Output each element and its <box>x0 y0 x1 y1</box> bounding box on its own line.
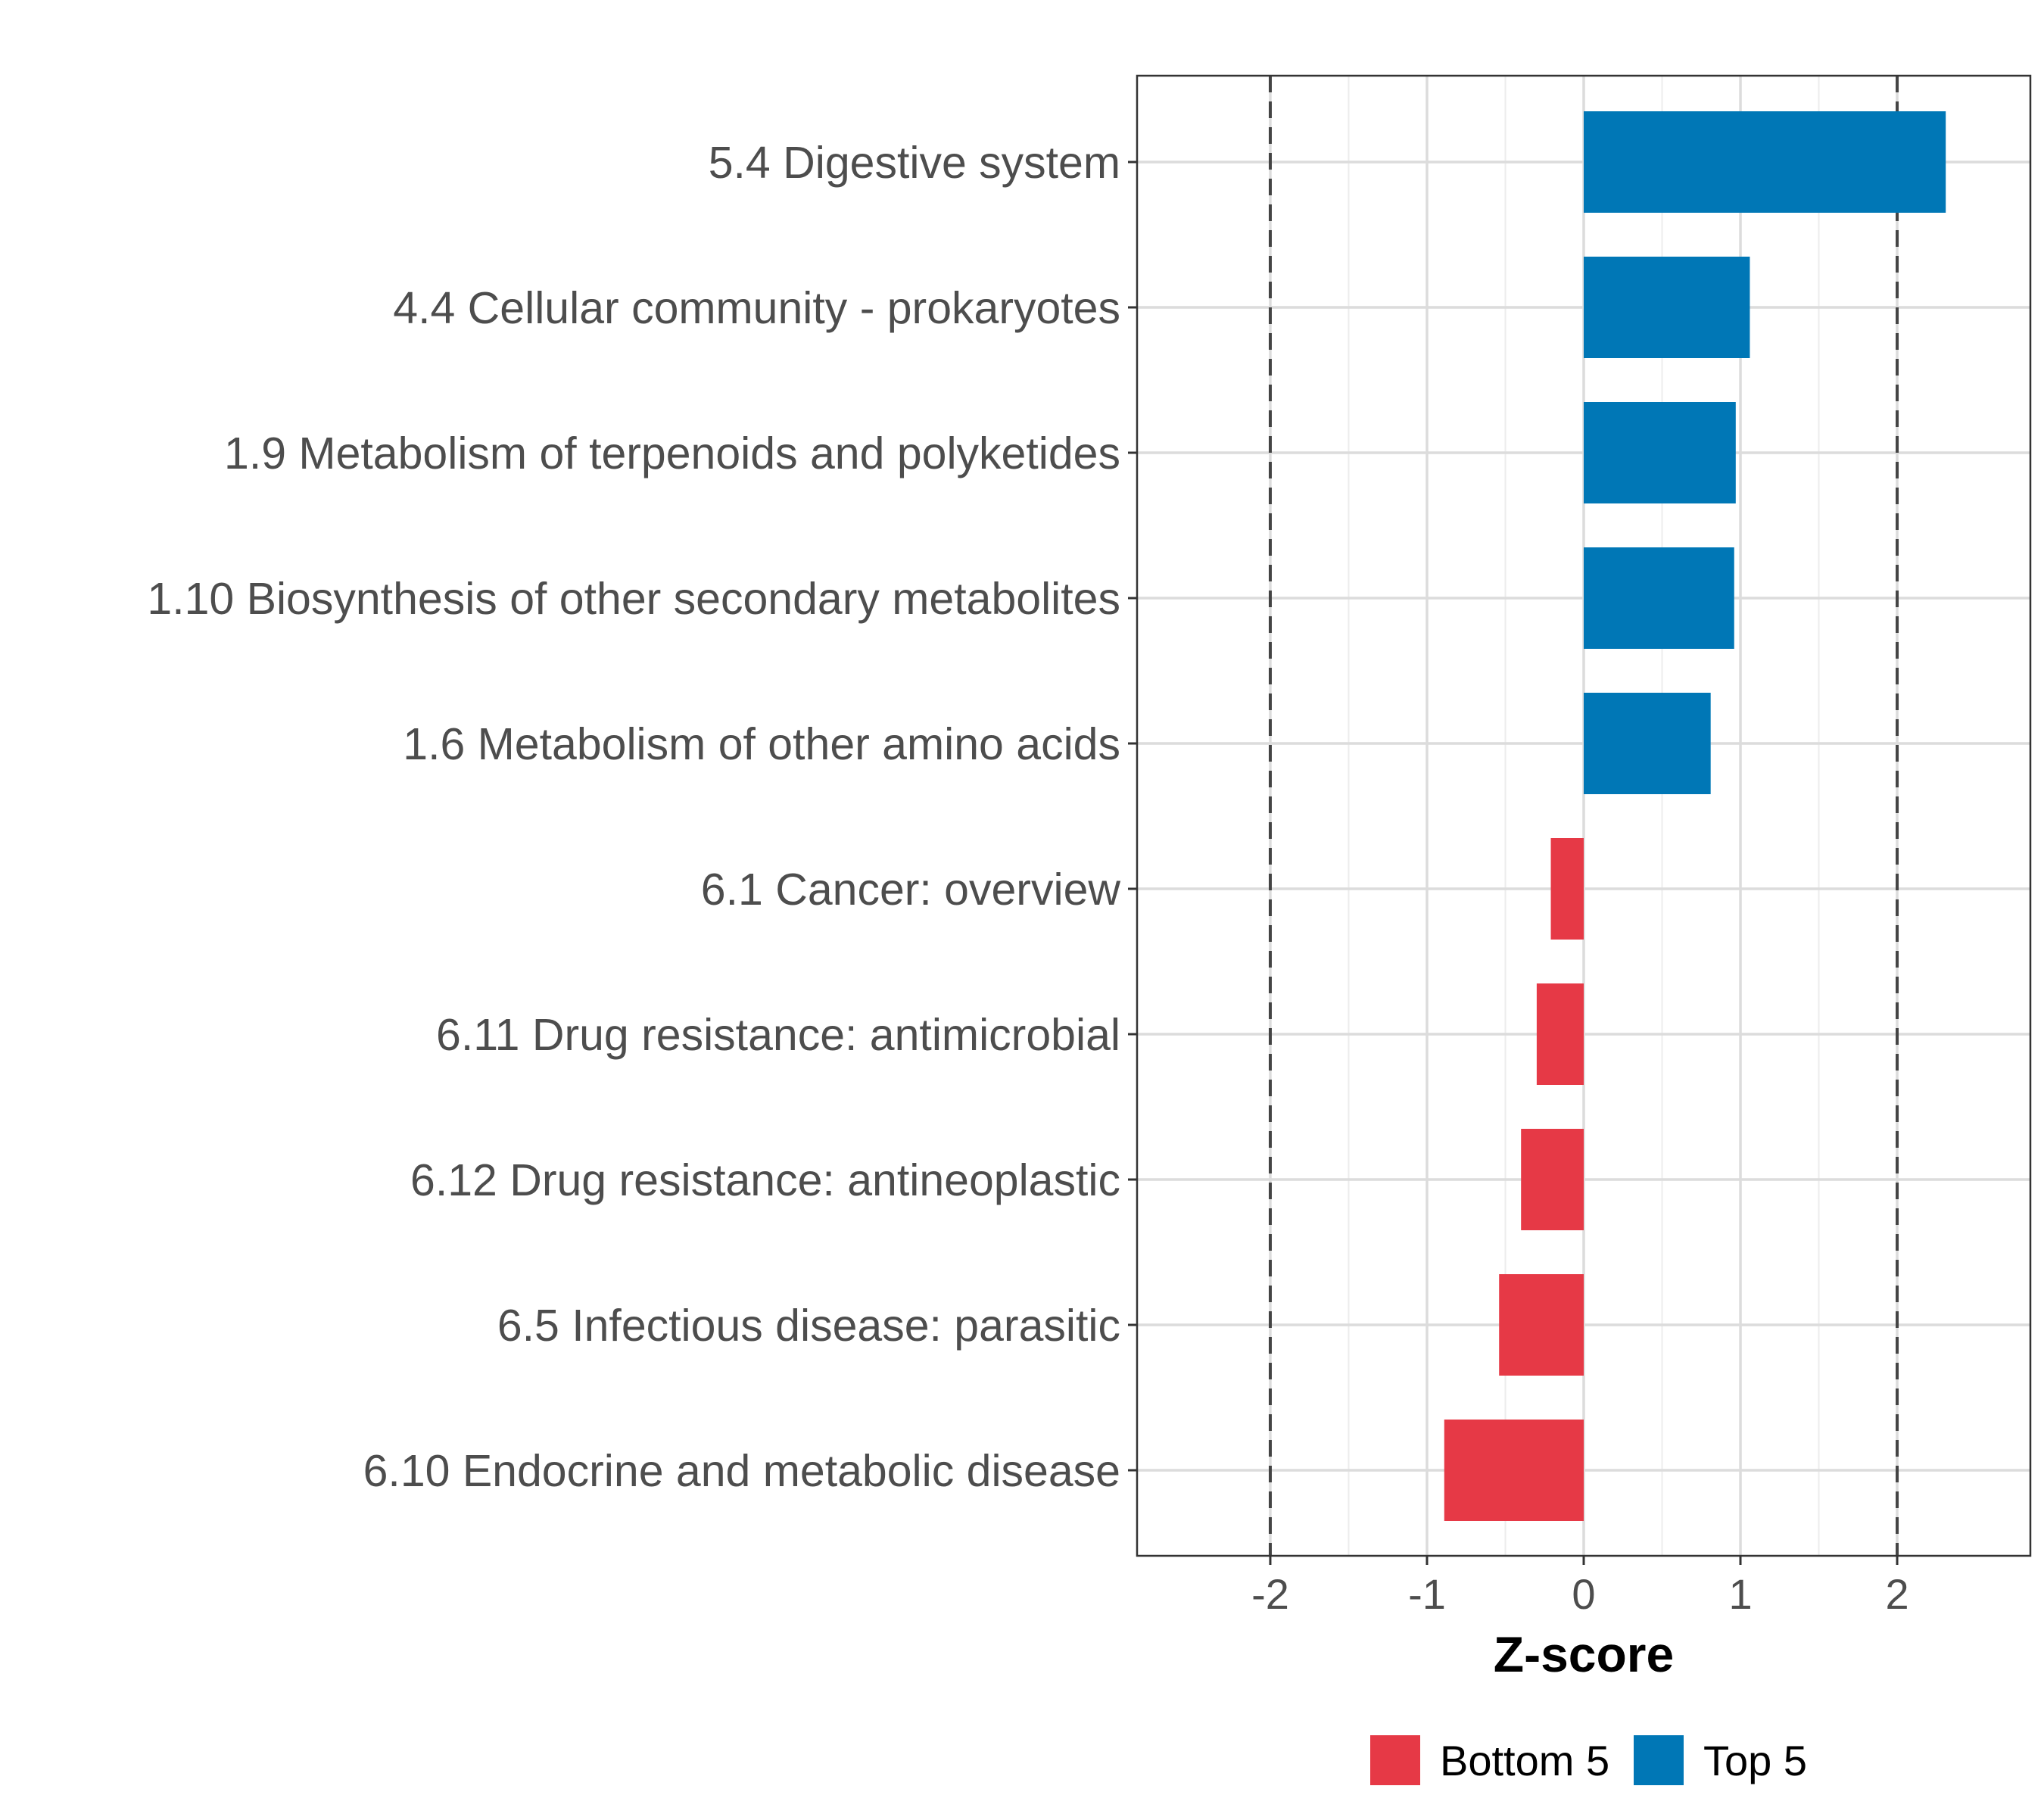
category-label: 6.12 Drug resistance: antineoplastic <box>410 1155 1120 1205</box>
bar <box>1536 983 1584 1085</box>
bar <box>1521 1129 1584 1230</box>
bar <box>1584 257 1750 358</box>
category-label: 1.9 Metabolism of terpenoids and polyket… <box>224 429 1120 478</box>
bar <box>1499 1274 1584 1376</box>
category-label: 6.1 Cancer: overview <box>701 865 1121 915</box>
bar <box>1444 1420 1584 1521</box>
bar <box>1550 838 1584 940</box>
legend-label: Bottom 5 <box>1440 1737 1609 1784</box>
category-label: 6.10 Endocrine and metabolic disease <box>363 1446 1120 1496</box>
x-axis: -2 -1 0 1 2 <box>1251 1556 1909 1618</box>
legend: Bottom 5 Top 5 <box>1370 1735 1807 1785</box>
x-tick-label: -1 <box>1408 1570 1446 1618</box>
bars <box>1444 111 1946 1521</box>
x-axis-title: Z-score <box>1494 1626 1674 1682</box>
category-label: 4.4 Cellular community - prokaryotes <box>393 283 1120 333</box>
x-tick-label: 2 <box>1885 1570 1908 1618</box>
category-label: 1.10 Biosynthesis of other secondary met… <box>147 574 1120 624</box>
x-tick-label: 1 <box>1728 1570 1752 1618</box>
y-axis: 5.4 Digestive system 4.4 Cellular communi… <box>147 138 1137 1496</box>
bar <box>1584 547 1734 649</box>
category-label: 6.11 Drug resistance: antimicrobial <box>436 1010 1120 1060</box>
legend-key <box>1634 1735 1684 1785</box>
x-tick-label: 0 <box>1572 1570 1595 1618</box>
reference-lines <box>1268 76 1899 1556</box>
category-label: 5.4 Digestive system <box>709 138 1120 188</box>
bar <box>1584 111 1946 213</box>
x-tick-label: -2 <box>1251 1570 1289 1618</box>
category-label: 6.5 Infectious disease: parasitic <box>497 1301 1120 1351</box>
legend-label: Top 5 <box>1703 1737 1807 1784</box>
bar <box>1584 693 1711 794</box>
legend-key <box>1370 1735 1420 1785</box>
bar <box>1584 402 1736 503</box>
category-label: 1.6 Metabolism of other amino acids <box>403 719 1120 769</box>
